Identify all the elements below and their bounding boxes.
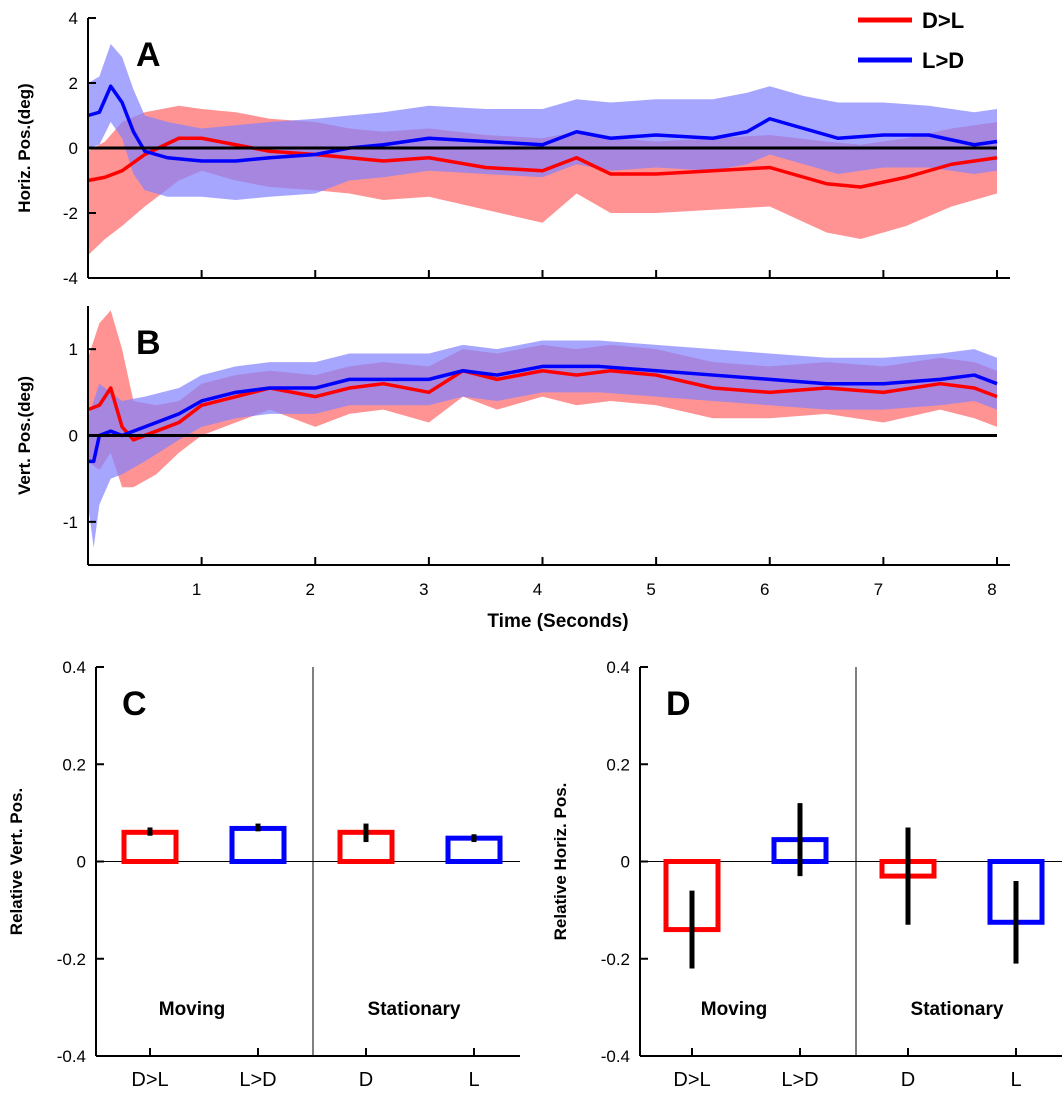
y-tick-label: 0.2 <box>606 755 630 774</box>
x-tick-label: L>D <box>781 1069 818 1091</box>
x-tick-label: 5 <box>646 580 655 599</box>
legend-label: L>D <box>922 48 964 73</box>
group-label: Stationary <box>911 999 1004 1020</box>
panel-letter: C <box>122 685 147 723</box>
x-tick-label: 1 <box>192 580 201 599</box>
bar-dl <box>121 829 179 865</box>
x-tick-label: D>L <box>673 1069 710 1091</box>
y-tick-label: -0.2 <box>601 950 630 969</box>
x-tick-label: 4 <box>533 580 542 599</box>
panel-a: 4 2 0 -2 -4 Horiz. Pos.(deg) A <box>15 9 1010 288</box>
panel-c: 0.4 0.2 0 -0.2 -0.4 D>L L>D D L Moving Stationary R… <box>7 658 520 1091</box>
y-tick-label: 0 <box>77 853 86 872</box>
series-line-dl <box>87 136 998 189</box>
y-tick-label: 2 <box>69 74 78 93</box>
y-tick-label: -2 <box>63 204 78 223</box>
y-axis-label: Relative Vert. Pos. <box>7 788 26 935</box>
panel-d: 0.4 0.2 0 -0.2 -0.4 D>L L>D D L Moving Stationary R… <box>551 658 1062 1091</box>
x-tick-label: 2 <box>306 580 315 599</box>
x-tick-label: 7 <box>874 580 883 599</box>
y-tick-label: 0.4 <box>606 658 630 677</box>
group-label: Stationary <box>368 999 461 1020</box>
y-tick-label: -0.4 <box>601 1047 630 1066</box>
bar-ld <box>229 825 287 864</box>
y-tick-label: 0.4 <box>62 658 86 677</box>
y-tick-label: 0.2 <box>62 755 86 774</box>
panel-letter: A <box>136 36 161 74</box>
legend-label: D>L <box>922 8 964 33</box>
y-tick-label: -0.4 <box>57 1047 86 1066</box>
group-label: Moving <box>701 999 768 1020</box>
x-tick-label: L <box>468 1069 479 1091</box>
band-ld <box>88 44 997 200</box>
y-tick-label: -0.2 <box>57 950 86 969</box>
panel-b: 1 0 -1 1 2 3 4 5 6 7 8 Vert. Pos.(deg) Time (Seconds… <box>15 306 1010 632</box>
y-tick-label: 1 <box>69 340 78 359</box>
x-tick-label: D>L <box>131 1069 168 1091</box>
panel-letter: B <box>136 324 161 362</box>
x-tick-label: D <box>901 1069 915 1091</box>
y-tick-label: -4 <box>63 269 78 288</box>
group-label: Moving <box>159 999 226 1020</box>
x-tick-label: D <box>359 1069 373 1091</box>
x-axis-label: Time (Seconds) <box>487 611 628 632</box>
x-tick-label: L <box>1010 1069 1021 1091</box>
y-tick-label: 0 <box>69 139 78 158</box>
legend: D>L L>D <box>858 8 964 73</box>
x-tick-label: 3 <box>419 580 428 599</box>
x-tick-label: 8 <box>987 580 996 599</box>
y-axis-label: Relative Horiz. Pos. <box>551 783 570 941</box>
y-axis-label: Vert. Pos.(deg) <box>15 376 34 495</box>
series-line-ld <box>87 84 998 163</box>
y-tick-label: 4 <box>69 9 78 28</box>
y-tick-label: 0 <box>69 427 78 446</box>
x-tick-label: L>D <box>239 1069 276 1091</box>
y-tick-label: -1 <box>63 513 78 532</box>
y-tick-label: 0 <box>621 853 630 872</box>
y-axis-label: Horiz. Pos.(deg) <box>15 83 34 212</box>
x-tick-label: 6 <box>760 580 769 599</box>
panel-letter: D <box>666 685 691 723</box>
